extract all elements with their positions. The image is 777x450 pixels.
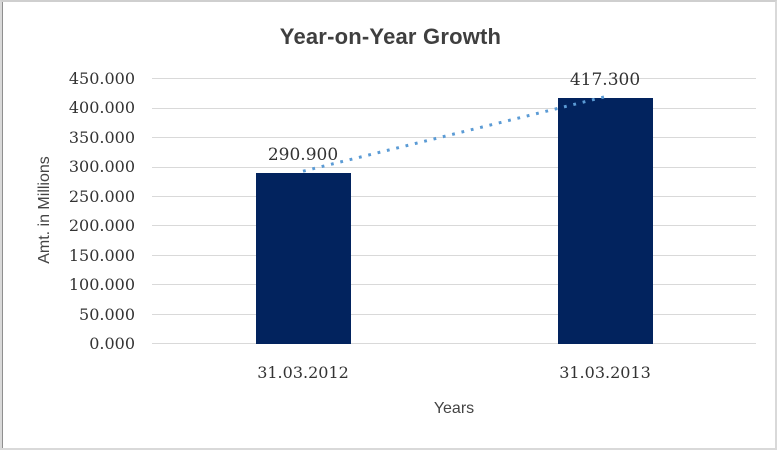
y-tick-label: 450.000 <box>68 69 135 88</box>
gridline <box>152 343 756 345</box>
y-tick-label: 300.000 <box>68 157 135 177</box>
x-tick-label: 31.03.2013 <box>559 363 651 382</box>
gridline <box>152 196 756 198</box>
gridline <box>152 107 756 109</box>
gridline <box>152 78 756 80</box>
data-label: 417.300 <box>569 70 641 91</box>
bar-31.03.2013[interactable] <box>557 98 653 344</box>
y-tick-label: 50.000 <box>79 304 135 324</box>
data-label: 290.900 <box>267 144 339 165</box>
y-tick-label: 400.000 <box>68 98 135 118</box>
y-tick-label: 250.000 <box>68 186 135 206</box>
gridline <box>152 254 756 256</box>
y-tick-label: 350.000 <box>68 127 135 147</box>
gridline <box>152 313 756 315</box>
gridline <box>152 166 756 168</box>
gridline <box>152 284 756 286</box>
bar-31.03.2012[interactable] <box>255 172 351 344</box>
gridline <box>152 225 756 227</box>
gridline <box>152 137 756 139</box>
y-tick-label: 0.000 <box>89 334 135 353</box>
y-tick-label: 200.000 <box>68 216 135 236</box>
y-tick-label: 100.000 <box>68 275 135 295</box>
x-axis-title: Years <box>433 400 475 417</box>
y-tick-label: 150.000 <box>68 245 135 265</box>
x-tick-label: 31.03.2012 <box>257 363 349 382</box>
chart-title: Year-on-Year Growth <box>279 24 502 49</box>
